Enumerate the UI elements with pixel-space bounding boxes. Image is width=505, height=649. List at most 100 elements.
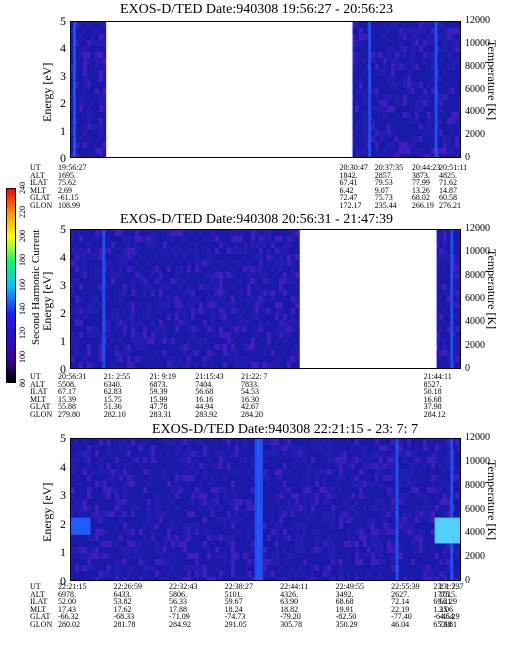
- heatmap-cell: [351, 481, 355, 487]
- heatmap-cell: [375, 451, 379, 457]
- heatmap-cell: [159, 505, 163, 511]
- heatmap-cell: [87, 302, 91, 308]
- heatmap-cell: [95, 547, 99, 553]
- heatmap-cell: [71, 487, 75, 493]
- heatmap-cell: [239, 362, 243, 368]
- heatmap-cell: [447, 326, 451, 332]
- heatmap-cell: [199, 439, 203, 445]
- ephemeris-value: 21: 2:55: [103, 372, 131, 381]
- heatmap-cell: [95, 148, 99, 154]
- heatmap-cell: [447, 136, 451, 142]
- heatmap-cell: [79, 236, 83, 242]
- heatmap-cell: [259, 296, 263, 302]
- heatmap-cell: [403, 529, 407, 535]
- heatmap-cell: [283, 272, 287, 278]
- ephemeris-value: 20:37:35: [374, 163, 404, 172]
- heatmap-cell: [371, 88, 375, 94]
- heatmap-streak: [254, 439, 260, 580]
- heatmap-cell: [163, 284, 167, 290]
- heatmap-cell: [275, 362, 279, 368]
- heatmap-plot: [70, 438, 461, 581]
- heatmap-cell: [407, 112, 411, 118]
- heatmap-cell: [459, 242, 460, 248]
- heatmap-cell: [443, 242, 447, 248]
- heatmap-cell: [451, 118, 455, 124]
- heatmap-cell: [219, 326, 223, 332]
- heatmap-cell: [115, 469, 119, 475]
- heatmap-cell: [183, 362, 187, 368]
- heatmap-cell: [103, 142, 107, 148]
- heatmap-streak: [72, 22, 76, 157]
- heatmap-cell: [439, 368, 443, 369]
- heatmap-cell: [363, 445, 367, 451]
- colorbar-tick-label: 140: [18, 302, 27, 315]
- heatmap-cell: [459, 368, 461, 369]
- heatmap-cell: [107, 541, 111, 547]
- heatmap-cell: [75, 350, 79, 356]
- heatmap-cell: [167, 505, 171, 511]
- heatmap-cell: [191, 577, 195, 580]
- heatmap-cell: [171, 541, 175, 547]
- heatmap-cell: [291, 368, 295, 369]
- heatmap-cell: [411, 577, 415, 580]
- heatmap-cell: [383, 130, 387, 136]
- heatmap-cell: [455, 445, 459, 451]
- ephemeris-row-label: GLON: [30, 201, 53, 210]
- heatmap-cell: [443, 154, 447, 157]
- heatmap-cell: [363, 58, 367, 64]
- heatmap-cell: [123, 260, 127, 266]
- heatmap-cell: [115, 541, 119, 547]
- heatmap-cell: [107, 463, 111, 469]
- heatmap-cell: [323, 487, 327, 493]
- ephemeris-value: 23: 7: 7: [439, 582, 464, 591]
- heatmap-cell: [139, 320, 143, 326]
- heatmap-cell: [143, 338, 147, 344]
- heatmap-streak: [368, 22, 372, 157]
- heatmap-cell: [191, 296, 195, 302]
- heatmap-cell: [231, 302, 235, 308]
- heatmap-cell: [207, 284, 211, 290]
- heatmap-cell: [303, 559, 307, 565]
- heatmap-cell: [179, 284, 183, 290]
- heatmap-cell: [127, 475, 131, 481]
- y2-tick-label: 0: [465, 575, 470, 586]
- heatmap-cell: [407, 511, 411, 517]
- heatmap-cell: [307, 368, 311, 369]
- heatmap-cell: [415, 28, 419, 34]
- heatmap-cell: [107, 439, 111, 445]
- heatmap-cell: [431, 577, 435, 580]
- heatmap-cell: [295, 547, 299, 553]
- heatmap-cell: [91, 326, 95, 332]
- heatmap-cell: [131, 505, 135, 511]
- heatmap-cell: [107, 320, 111, 326]
- heatmap-cell: [215, 493, 219, 499]
- heatmap-cell: [99, 368, 103, 369]
- heatmap-cell: [339, 457, 343, 463]
- heatmap-cell: [191, 475, 195, 481]
- heatmap-cell: [175, 493, 179, 499]
- ephemeris-value: 56.29: [439, 597, 457, 607]
- heatmap-cell: [299, 523, 303, 529]
- heatmap-cell: [307, 481, 311, 487]
- heatmap-cell: [403, 46, 407, 52]
- heatmap-cell: [235, 230, 239, 236]
- heatmap-cell: [207, 254, 211, 260]
- heatmap-cell: [231, 344, 235, 350]
- heatmap-cell: [159, 248, 163, 254]
- heatmap-cell: [391, 505, 395, 511]
- heatmap-cell: [95, 40, 99, 46]
- heatmap-cell: [79, 100, 83, 106]
- heatmap-cell: [187, 451, 191, 457]
- heatmap-cell: [263, 296, 267, 302]
- heatmap-cell: [83, 266, 87, 272]
- heatmap-cell: [443, 266, 447, 272]
- heatmap-cell: [207, 547, 211, 553]
- y2-tick-label: 4000: [465, 106, 485, 118]
- heatmap-cell: [407, 481, 411, 487]
- heatmap-cell: [259, 242, 263, 248]
- heatmap-cell: [251, 338, 255, 344]
- heatmap-cell: [279, 511, 283, 517]
- heatmap-cell: [315, 445, 319, 451]
- heatmap-cell: [191, 230, 195, 236]
- heatmap-cell: [171, 565, 175, 571]
